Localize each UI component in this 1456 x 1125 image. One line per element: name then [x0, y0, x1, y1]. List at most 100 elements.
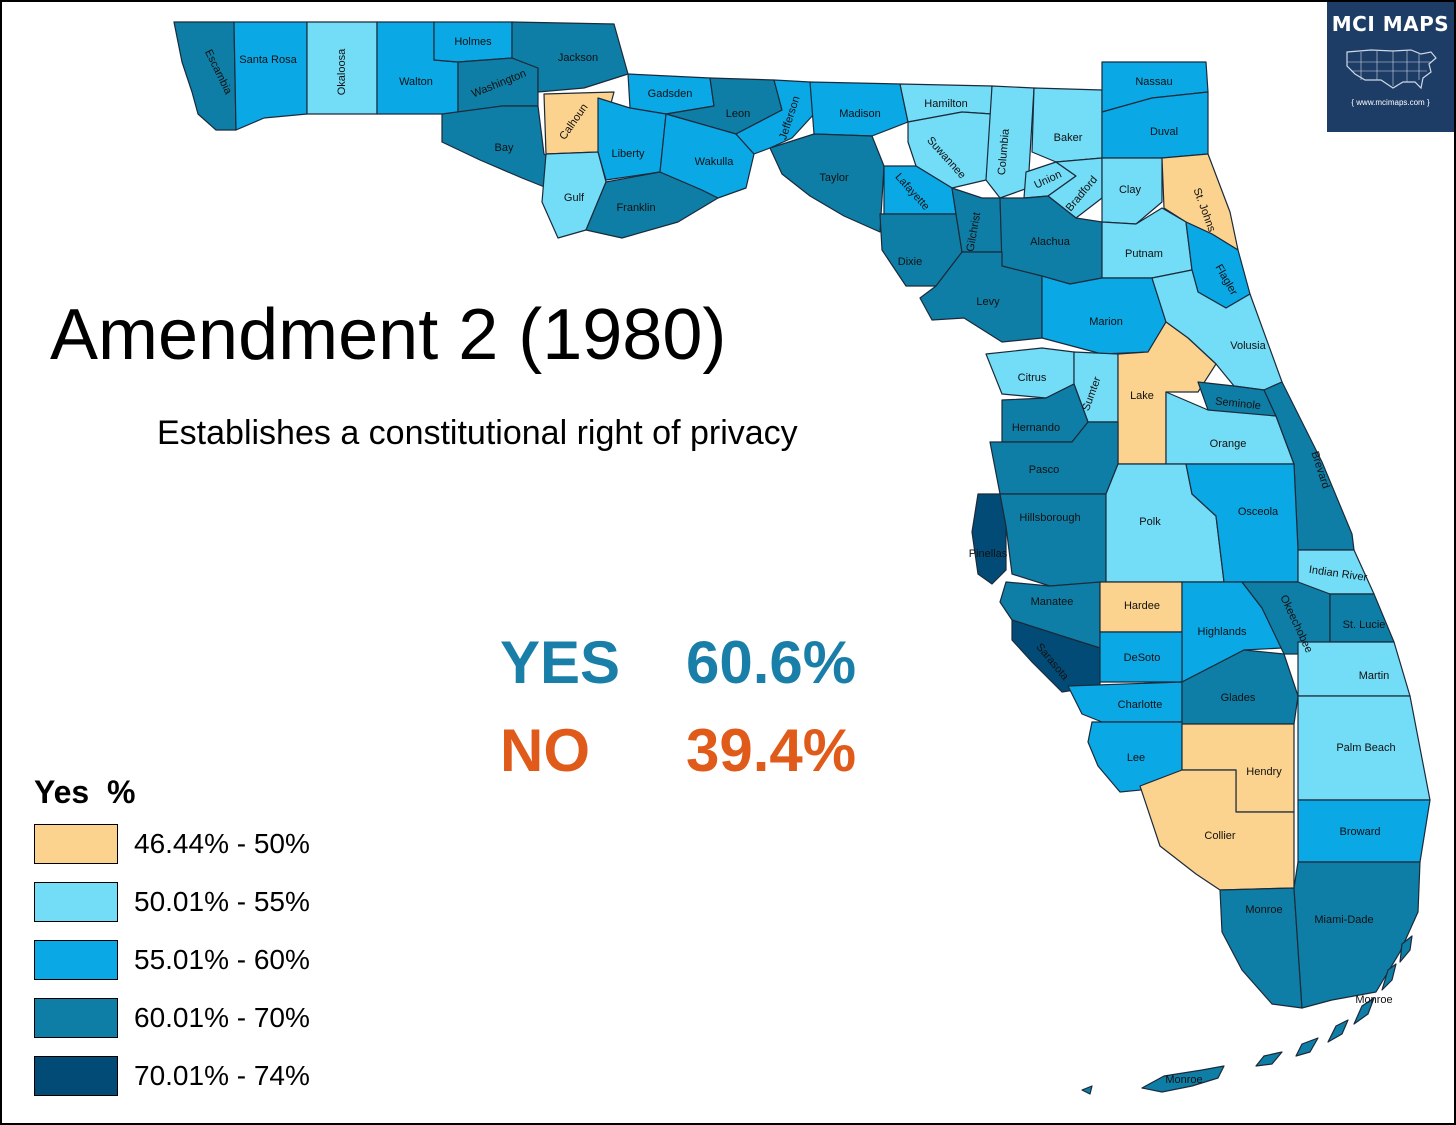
logo-url: { www.mcimaps.com } — [1351, 98, 1430, 107]
florida-keys — [1081, 935, 1413, 1095]
key-island — [1353, 997, 1375, 1025]
county-label-madison: Madison — [839, 108, 881, 120]
key-island — [1295, 1037, 1319, 1057]
county-label-osceola: Osceola — [1238, 506, 1279, 518]
county-label-alachua: Alachua — [1030, 236, 1071, 248]
county-label-leon: Leon — [726, 108, 750, 120]
county-taylor — [769, 133, 885, 233]
county-label-columbia: Columbia — [996, 127, 1012, 175]
county-miami-dade — [1293, 861, 1421, 1009]
legend-item: 50.01% - 55% — [34, 881, 310, 923]
county-label-desoto: DeSoto — [1124, 652, 1161, 664]
county-label-lee: Lee — [1127, 752, 1145, 764]
county-label-nassau: Nassau — [1135, 76, 1172, 88]
key-island — [1399, 935, 1413, 963]
county-collier — [1139, 769, 1295, 891]
county-label-wakulla: Wakulla — [695, 156, 735, 168]
county-baker — [1031, 87, 1103, 163]
logo-name: MCI MAPS — [1331, 12, 1450, 36]
county-label-walton: Walton — [399, 76, 433, 88]
county-label-liberty: Liberty — [611, 148, 645, 160]
legend-item: 70.01% - 74% — [34, 1055, 310, 1097]
county-label-hillsborough: Hillsborough — [1019, 512, 1080, 524]
county-label-broward: Broward — [1340, 826, 1381, 838]
legend-label: 60.01% - 70% — [134, 1002, 310, 1033]
county-hillsborough — [999, 493, 1107, 587]
keys-label-monroe: Monroe — [1355, 994, 1392, 1006]
county-label-seminole: Seminole — [1215, 396, 1262, 413]
county-jackson — [511, 21, 629, 93]
map-title: Amendment 2 (1980) — [50, 295, 727, 375]
county-columbia — [985, 85, 1035, 199]
county-label-hardee: Hardee — [1124, 600, 1160, 612]
county-label-collier: Collier — [1204, 830, 1236, 842]
legend-label: 50.01% - 55% — [134, 886, 310, 917]
county-label-bay: Bay — [495, 142, 514, 154]
key-island — [1381, 963, 1397, 991]
county-label-manatee: Manatee — [1031, 596, 1074, 608]
county-label-citrus: Citrus — [1018, 372, 1047, 384]
keys-label-monroe: Monroe — [1165, 1074, 1202, 1086]
county-label-hendry: Hendry — [1246, 766, 1282, 778]
county-label-jackson: Jackson — [558, 52, 598, 64]
county-label-hamilton: Hamilton — [924, 98, 967, 110]
legend: Yes % 46.44% - 50% 50.01% - 55% 55.01% -… — [34, 774, 310, 1113]
county-martin — [1297, 641, 1411, 697]
legend-swatch — [34, 824, 118, 864]
county-label-okaloosa: Okaloosa — [336, 48, 348, 95]
no-percentage: 39.4% — [686, 717, 857, 784]
mci-maps-logo: MCI MAPS { www.mcimaps.com } — [1327, 2, 1454, 132]
key-island — [1141, 1065, 1225, 1093]
county-label-pinellas: Pinellas — [969, 548, 1008, 560]
county-label-charlotte: Charlotte — [1118, 699, 1163, 711]
county-label-lake: Lake — [1130, 390, 1154, 402]
county-lee — [1087, 721, 1183, 793]
county-label-miami-dade: Miami-Dade — [1314, 914, 1373, 926]
legend-item: 55.01% - 60% — [34, 939, 310, 981]
yes-label: YES — [500, 629, 621, 696]
county-label-pasco: Pasco — [1029, 464, 1060, 476]
county-label-clay: Clay — [1119, 184, 1142, 196]
no-label: NO — [500, 717, 590, 784]
county-label-palm-beach: Palm Beach — [1336, 742, 1395, 754]
legend-swatch — [34, 1056, 118, 1096]
legend-item: 60.01% - 70% — [34, 997, 310, 1039]
county-label-martin: Martin — [1359, 670, 1390, 682]
county-label-gadsden: Gadsden — [648, 88, 693, 100]
county-label-glades: Glades — [1221, 692, 1256, 704]
county-label-highlands: Highlands — [1198, 626, 1247, 638]
county-santa-rosa — [233, 21, 308, 131]
key-island — [1327, 1019, 1349, 1043]
legend-swatch — [34, 998, 118, 1038]
county-label-orange: Orange — [1210, 438, 1247, 450]
legend-label: 55.01% - 60% — [134, 944, 310, 975]
county-label-hernando: Hernando — [1012, 422, 1060, 434]
county-label-duval: Duval — [1150, 126, 1178, 138]
county-label-santa-rosa: Santa Rosa — [239, 54, 297, 66]
county-label-dixie: Dixie — [898, 256, 922, 268]
county-suwannee — [907, 111, 993, 189]
counties-layer — [173, 21, 1431, 1009]
key-island — [1255, 1051, 1283, 1067]
county-label-putnam: Putnam — [1125, 248, 1163, 260]
county-label-monroe: Monroe — [1245, 904, 1282, 916]
legend-swatch — [34, 882, 118, 922]
county-label-levy: Levy — [976, 296, 1000, 308]
county-label-polk: Polk — [1139, 516, 1161, 528]
county-label-holmes: Holmes — [454, 36, 492, 48]
legend-item: 46.44% - 50% — [34, 823, 310, 865]
legend-label: 70.01% - 74% — [134, 1060, 310, 1091]
county-pinellas — [971, 493, 1007, 585]
yes-percentage: 60.6% — [686, 629, 857, 696]
county-madison — [809, 81, 909, 137]
usa-map-icon — [1345, 49, 1437, 90]
county-label-st-lucie: St. Lucie — [1343, 619, 1386, 631]
key-island — [1081, 1085, 1093, 1095]
legend-swatch — [34, 940, 118, 980]
county-label-taylor: Taylor — [819, 172, 849, 184]
county-label-volusia: Volusia — [1230, 340, 1266, 352]
county-label-gulf: Gulf — [564, 192, 585, 204]
map-subtitle: Establishes a constitutional right of pr… — [157, 414, 798, 452]
